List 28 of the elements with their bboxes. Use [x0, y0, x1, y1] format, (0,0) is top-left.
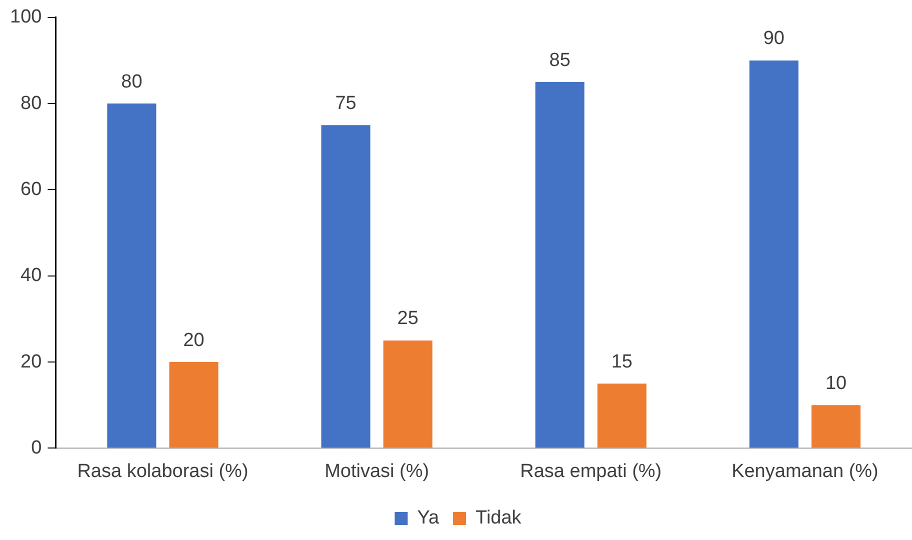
x-tick-label: Rasa empati (%): [520, 460, 662, 482]
y-tick-label: 100: [10, 6, 42, 28]
bar: [169, 362, 218, 448]
bar: [535, 82, 584, 448]
legend-label: Tidak: [476, 508, 522, 529]
bar: [107, 104, 156, 448]
bar: [321, 125, 370, 448]
data-label: 15: [611, 351, 632, 372]
x-tick-label: Kenyamanan (%): [732, 460, 878, 482]
data-label: 25: [397, 308, 418, 330]
data-label: 90: [763, 28, 784, 50]
legend-label: Ya: [417, 508, 440, 529]
data-label: 10: [825, 372, 847, 394]
data-label: 80: [121, 71, 142, 92]
y-tick-label: 80: [20, 92, 42, 114]
y-tick-label: 60: [20, 178, 42, 200]
y-tick-label: 20: [20, 351, 42, 372]
bar: [597, 384, 646, 448]
bar: [749, 60, 798, 448]
y-tick-label: 40: [20, 265, 42, 286]
bar: [811, 405, 861, 448]
data-label: 75: [335, 92, 356, 114]
x-tick-label: Rasa kolaborasi (%): [77, 460, 248, 482]
bar: [383, 340, 432, 448]
data-label: 85: [549, 50, 570, 71]
y-tick-label: 0: [31, 437, 42, 458]
data-label: 20: [183, 330, 204, 351]
x-tick-label: Motivasi (%): [324, 460, 430, 482]
